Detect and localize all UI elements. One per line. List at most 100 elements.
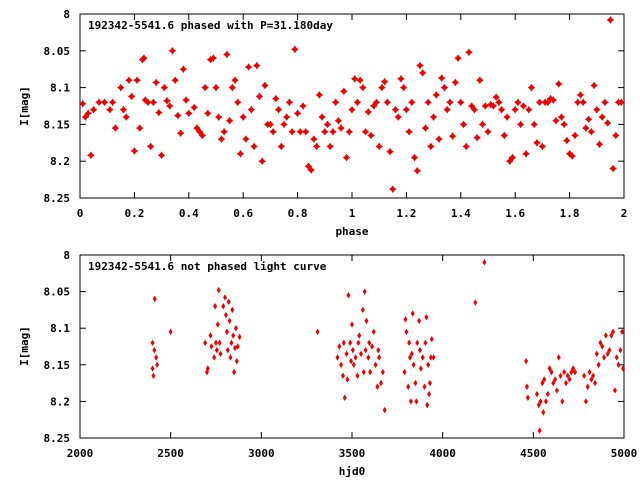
data-point	[537, 427, 542, 434]
data-point	[547, 365, 552, 372]
data-point	[361, 368, 366, 376]
data-point	[204, 109, 212, 118]
data-point	[217, 339, 222, 347]
data-point	[505, 157, 514, 165]
data-point	[337, 124, 345, 132]
data-point	[282, 113, 291, 121]
data-point	[418, 69, 427, 77]
phased-data-points	[78, 16, 626, 193]
data-point	[315, 328, 320, 336]
unphased-plot-panel: 2000 2500 3000 3500 4000 4500 5000 8 8.05 8.1 8.1…	[18, 249, 637, 478]
data-point	[432, 91, 441, 99]
data-point	[312, 142, 321, 151]
data-point	[406, 383, 411, 390]
data-point	[394, 113, 403, 121]
data-point	[364, 108, 373, 116]
data-point	[467, 102, 476, 110]
data-point	[253, 61, 261, 70]
data-point	[201, 83, 209, 92]
x-tick-label: 2500	[157, 447, 184, 460]
data-point	[351, 361, 356, 368]
data-point	[117, 83, 125, 92]
data-point	[573, 98, 582, 107]
data-point	[495, 98, 503, 107]
data-point	[540, 379, 545, 387]
data-point	[554, 80, 563, 88]
data-point	[369, 343, 374, 350]
data-point	[516, 120, 525, 129]
data-point	[489, 102, 498, 110]
x-tick-label: 1.8	[560, 207, 580, 220]
phased-plot-panel: 0 0.2 0.4 0.6 0.8 1 1.2 1.4 1.6 1.8 2 8 8.05 8.1 8.15…	[18, 8, 627, 238]
data-point	[382, 406, 387, 414]
data-point	[225, 346, 230, 354]
data-point	[423, 339, 428, 347]
data-point	[600, 343, 605, 350]
data-point	[78, 99, 87, 108]
unphased-x-ticks: 2000 2500 3000 3500 4000 4500 5000	[67, 255, 637, 460]
data-point	[568, 152, 577, 160]
data-point	[408, 98, 416, 107]
data-point	[376, 346, 381, 354]
data-point	[165, 102, 174, 110]
data-point	[250, 142, 258, 151]
y-tick-label: 8.05	[44, 45, 71, 58]
x-tick-label: 1	[349, 207, 356, 220]
data-point	[462, 142, 471, 151]
data-point	[87, 151, 95, 160]
data-point	[448, 132, 457, 140]
data-point	[269, 127, 277, 136]
data-point	[353, 98, 362, 107]
y-tick-label: 8.25	[44, 432, 71, 445]
data-point	[542, 376, 547, 383]
y-tick-label: 8.1	[50, 82, 70, 95]
data-point	[217, 135, 226, 143]
data-point	[609, 332, 614, 339]
data-point	[346, 292, 351, 299]
data-point	[576, 91, 585, 99]
data-point	[530, 120, 539, 129]
data-point	[431, 354, 436, 361]
data-point	[366, 354, 371, 361]
data-point	[356, 76, 364, 85]
data-point	[411, 361, 416, 368]
data-point	[353, 354, 358, 361]
y-tick-label: 8.15	[44, 118, 71, 131]
x-tick-label: 0.2	[124, 207, 144, 220]
data-point	[482, 259, 487, 266]
data-point	[340, 372, 345, 379]
data-point	[150, 365, 155, 372]
data-point	[190, 103, 199, 112]
data-point	[310, 135, 318, 143]
data-point	[535, 98, 544, 107]
data-point	[340, 87, 348, 96]
data-point	[209, 343, 214, 350]
data-point	[348, 339, 353, 347]
data-point	[585, 383, 590, 390]
data-point	[285, 98, 294, 107]
data-point	[218, 350, 223, 358]
data-point	[149, 98, 158, 107]
data-point	[130, 147, 139, 155]
data-point	[242, 135, 250, 143]
data-point	[244, 63, 253, 71]
data-point	[125, 76, 133, 85]
data-point	[503, 113, 511, 121]
data-point	[508, 153, 517, 162]
data-point	[363, 346, 368, 354]
data-point	[405, 127, 413, 136]
data-point	[413, 379, 418, 387]
data-point	[233, 325, 238, 332]
data-point	[360, 306, 365, 314]
data-point	[344, 350, 349, 358]
data-point	[556, 354, 561, 361]
data-point	[226, 298, 231, 306]
data-point	[214, 346, 219, 354]
data-point	[569, 368, 574, 376]
data-point	[584, 115, 593, 124]
data-point	[355, 372, 360, 379]
data-point	[215, 321, 220, 328]
x-tick-label: 1.2	[396, 207, 416, 220]
data-point	[228, 83, 237, 92]
